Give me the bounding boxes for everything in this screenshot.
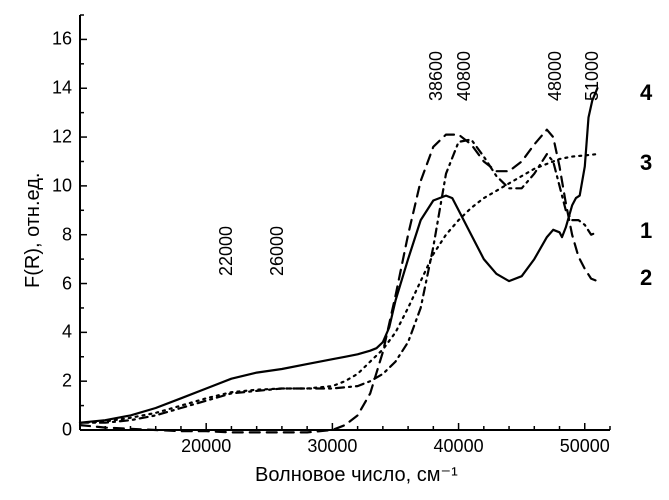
y-tick-label: 4 — [62, 322, 72, 343]
series-3 — [80, 154, 597, 423]
x-tick-label: 40000 — [434, 436, 484, 457]
y-tick-label: 8 — [62, 224, 72, 245]
series-4 — [80, 88, 597, 423]
y-tick-label: 0 — [62, 420, 72, 441]
x-tick-label: 50000 — [560, 436, 610, 457]
x-tick-label: 30000 — [307, 436, 357, 457]
series-label-1: 1 — [640, 218, 652, 244]
x-tick-label: 20000 — [181, 436, 231, 457]
series-label-2: 2 — [640, 265, 652, 291]
peak-annotation: 26000 — [267, 226, 288, 276]
y-tick-label: 2 — [62, 371, 72, 392]
y-tick-label: 16 — [52, 29, 72, 50]
y-tick-label: 12 — [52, 127, 72, 148]
peak-annotation: 40800 — [454, 51, 475, 101]
y-axis-label: F(R), отн.ед. — [22, 172, 45, 287]
series-label-4: 4 — [640, 80, 652, 106]
series-label-3: 3 — [640, 150, 652, 176]
peak-annotation: 51000 — [582, 51, 603, 101]
y-tick-label: 10 — [52, 175, 72, 196]
peak-annotation: 48000 — [545, 51, 566, 101]
peak-annotation: 22000 — [216, 226, 237, 276]
x-axis-label: Волновое число, см⁻¹ — [255, 462, 458, 487]
y-tick-label: 6 — [62, 273, 72, 294]
peak-annotation: 38600 — [426, 51, 447, 101]
y-tick-label: 14 — [52, 78, 72, 99]
spectrum-chart — [0, 0, 669, 500]
series-1 — [80, 140, 597, 423]
